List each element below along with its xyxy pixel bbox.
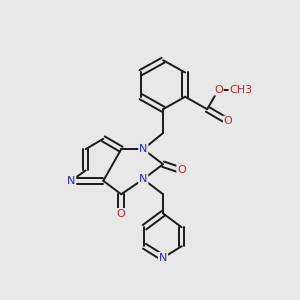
Text: N: N: [139, 174, 148, 184]
Text: N: N: [139, 144, 148, 154]
Text: O: O: [224, 116, 233, 127]
Text: N: N: [159, 253, 167, 263]
Text: CH3: CH3: [230, 85, 253, 94]
Text: O: O: [214, 85, 223, 94]
Text: N: N: [67, 176, 75, 186]
Text: O: O: [117, 209, 126, 219]
Text: O: O: [177, 165, 186, 176]
